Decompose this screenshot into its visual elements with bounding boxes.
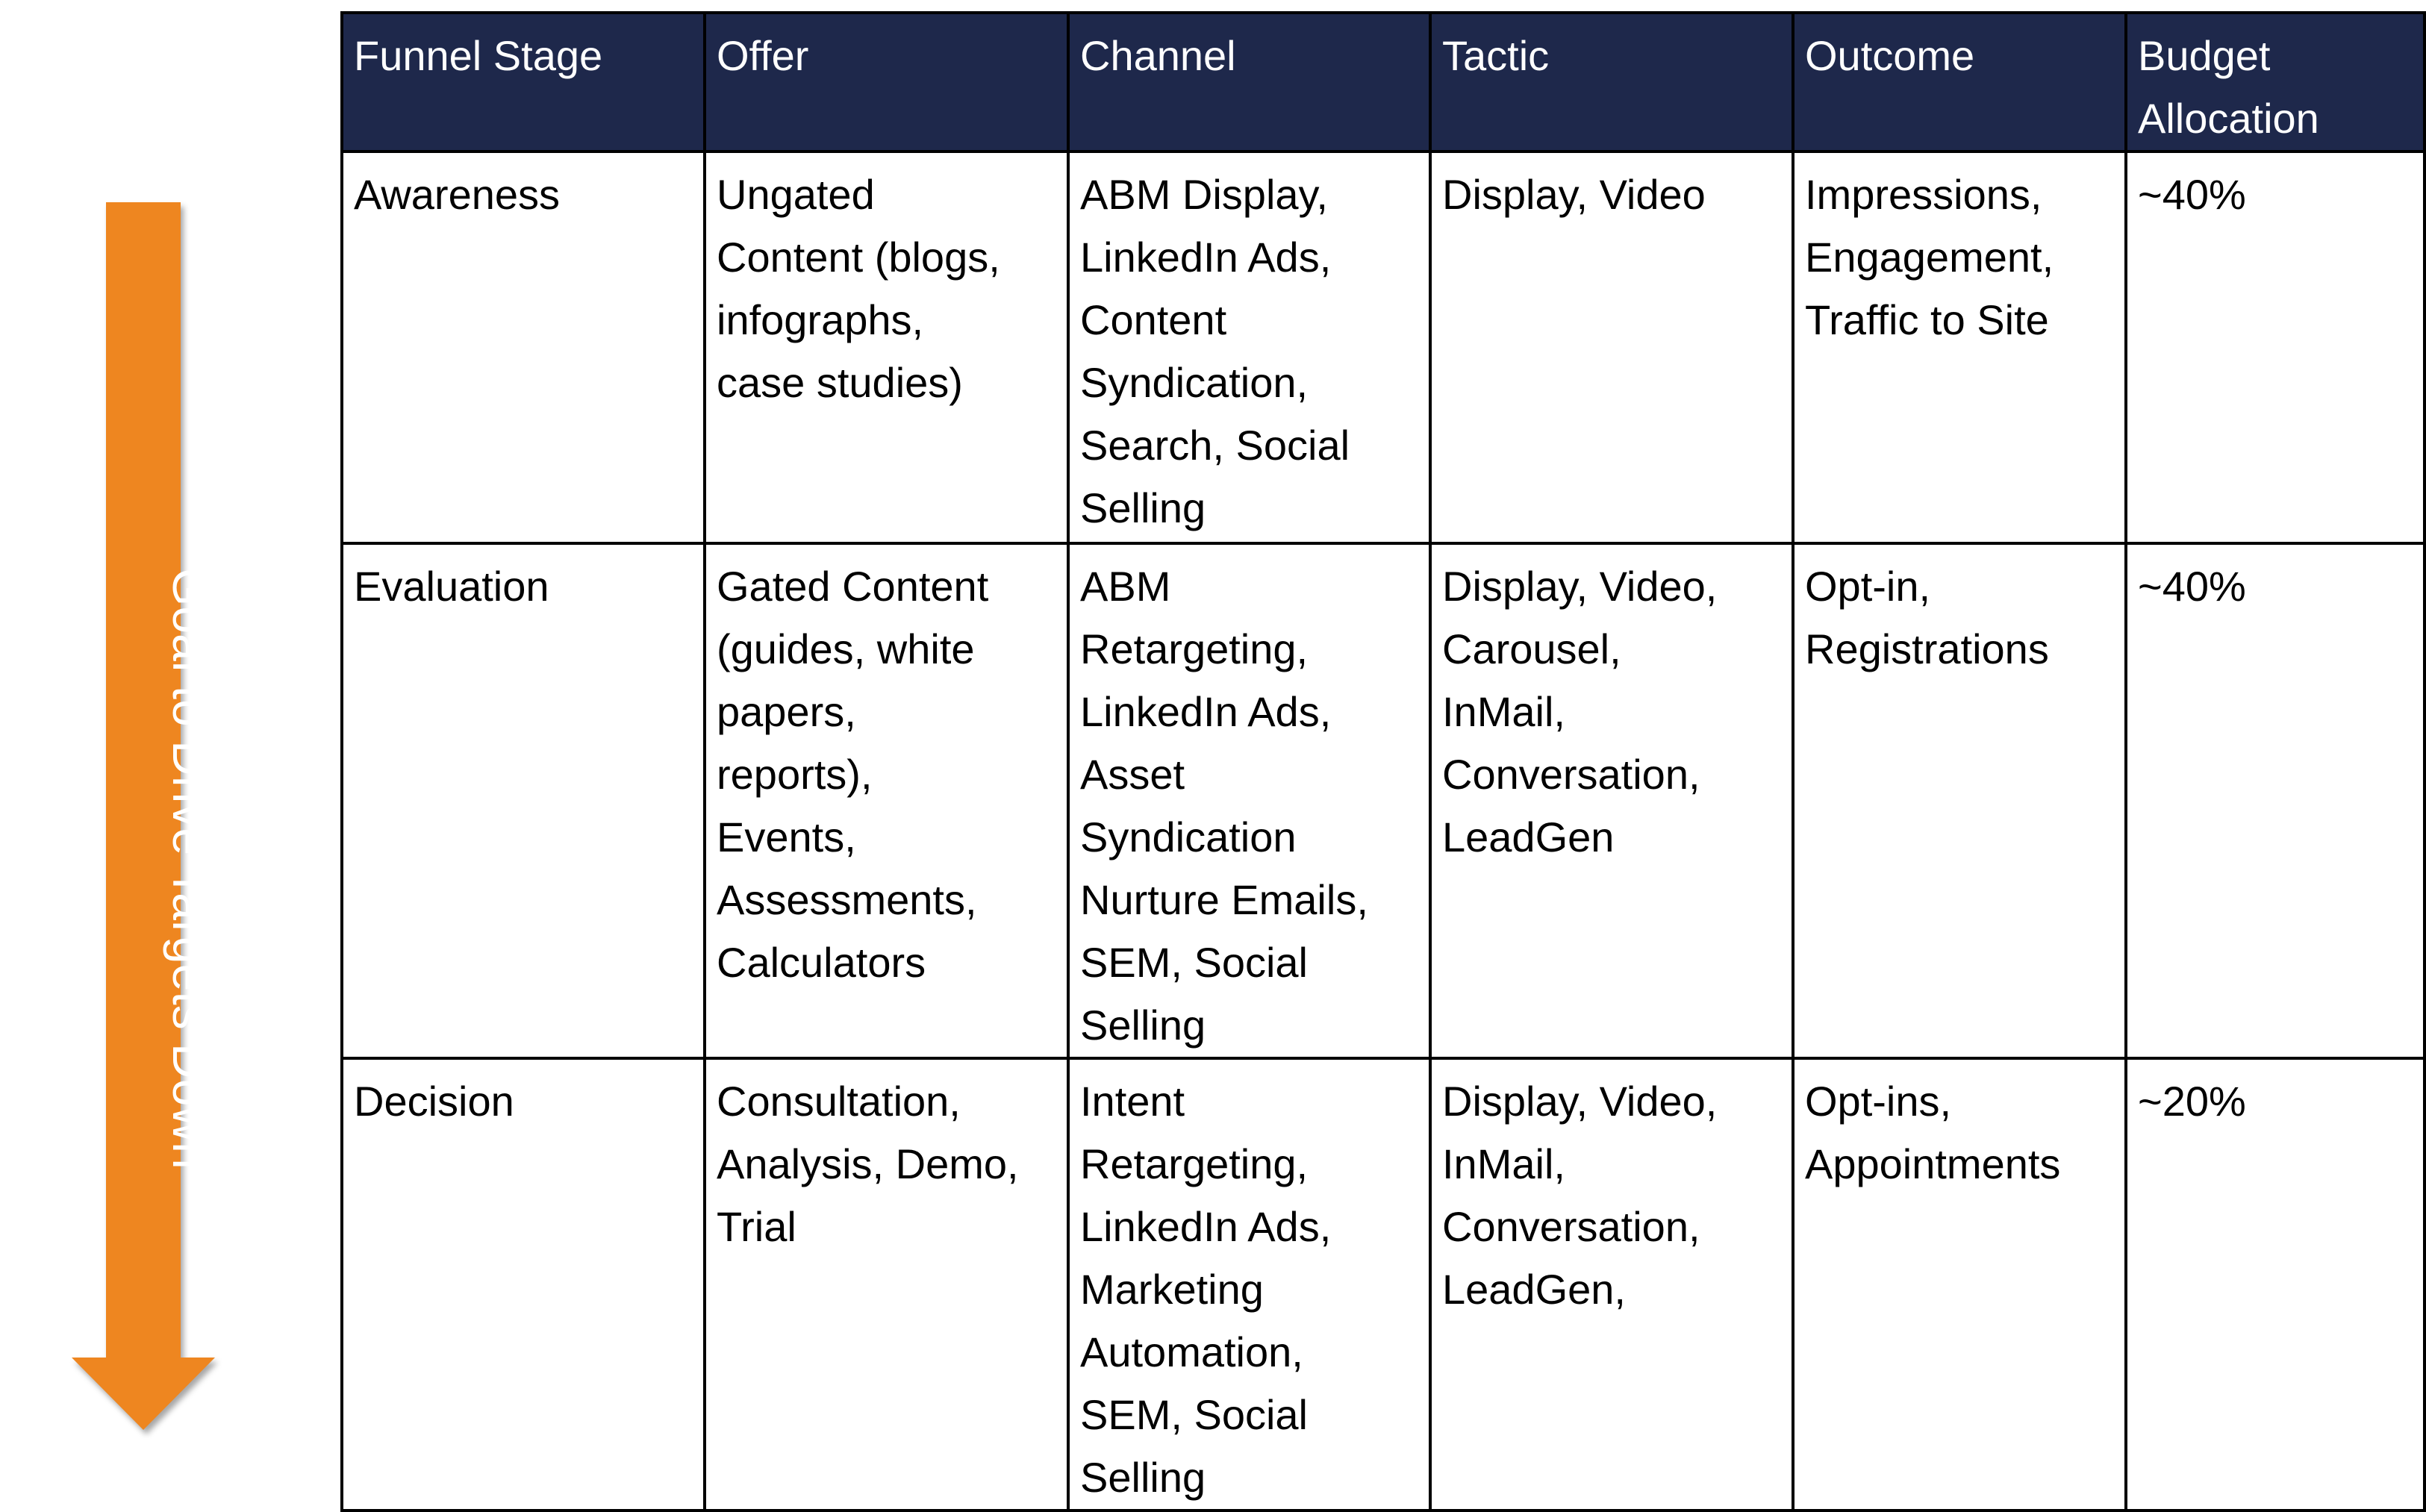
cell-text-line: Display, Video, [1442,1078,1718,1125]
cell-text-line: Tactic [1442,32,1550,79]
cell-text-line: Evaluation [354,563,549,610]
arrow-down-icon [72,202,215,1430]
cell-text-line: Trial [717,1203,796,1250]
cell-budget-allocation: ~40% [2124,150,2426,545]
cell-outcome: Opt-ins, Appointments [1792,1057,2127,1512]
cell-text-line: Search, Social [1080,422,1350,469]
cell-text-line: Content [1080,296,1227,343]
cell-text-line: Allocation [2138,95,2319,142]
cell-text-line: Consultation, [717,1078,961,1125]
cell-text-line: Display, Video [1442,171,1706,218]
header-funnel-stage: Funnel Stage [340,11,706,153]
cell-offer: Consultation, Analysis, Demo, Trial [703,1057,1070,1512]
cell-channel: ABM Retargeting, LinkedIn Ads, Asset Syndica… [1067,542,1432,1060]
cell-text-line: Marketing [1080,1266,1264,1313]
cell-text-line: Selling [1080,1002,1206,1049]
cell-offer: Ungated Content (blogs, infographs, case st… [703,150,1070,545]
cell-tactic: Display, Video, InMail, Conversation, LeadG… [1429,1057,1794,1512]
cell-text-line: Events, [717,813,856,860]
table-row: Evaluation Gated Content (guides, white pap… [340,542,2426,1060]
cell-text-line: Ungated [717,171,875,218]
cell-text-line: Retargeting, [1080,625,1309,672]
cell-outcome: Opt-in, Registrations [1792,542,2127,1060]
cell-funnel-stage: Evaluation [340,542,706,1060]
cell-outcome: Impressions, Engagement, Traffic to Site [1792,150,2127,545]
cell-channel: Intent Retargeting, LinkedIn Ads, Marketing… [1067,1057,1432,1512]
cell-tactic: Display, Video, Carousel, InMail, Conversat… [1429,542,1794,1060]
cell-text-line: Opt-ins, [1805,1078,1952,1125]
cell-text-line: Calculators [717,939,926,986]
cell-text-line: Traffic to Site [1805,296,2049,343]
cell-text-line: InMail, [1442,1140,1565,1187]
cell-text-line: reports), [717,751,873,798]
cell-text-line: Funnel Stage [354,32,603,79]
cell-text-line: Registrations [1805,625,2049,672]
cell-text-line: Analysis, Demo, [717,1140,1019,1187]
cell-text-line: Awareness [354,171,561,218]
cell-text-line: Appointments [1805,1140,2061,1187]
cell-text-line: Budget [2138,32,2271,79]
cell-funnel-stage: Awareness [340,150,706,545]
cell-text-line: InMail, [1442,688,1565,735]
cell-text-line: LeadGen, [1442,1266,1626,1313]
cell-text-line: Selling [1080,484,1206,531]
cell-text-line: case studies) [717,359,963,406]
header-tactic: Tactic [1429,11,1794,153]
cell-text-line: ~20% [2138,1078,2246,1125]
cell-text-line: Carousel, [1442,625,1621,672]
header-budget-allocation: Budget Allocation [2124,11,2426,153]
cell-text-line: Assessments, [717,876,977,923]
table-row: Awareness Ungated Content (blogs, infograph… [340,150,2426,545]
cell-text-line: Display, Video, [1442,563,1718,610]
cell-budget-allocation: ~20% [2124,1057,2426,1512]
cell-text-line: Outcome [1805,32,1975,79]
cell-text-line: Automation, [1080,1328,1303,1375]
cell-text-line: papers, [717,688,856,735]
cell-text-line: Selling [1080,1454,1206,1501]
cell-budget-allocation: ~40% [2124,542,2426,1060]
cell-text-line: (guides, white [717,625,975,672]
cell-text-line: Syndication [1080,813,1297,860]
cell-text-line: Intent [1080,1078,1185,1125]
cell-text-line: ~40% [2138,171,2246,218]
header-offer: Offer [703,11,1070,153]
cell-text-line: LinkedIn Ads, [1080,1203,1332,1250]
cell-text-line: Nurture Emails, [1080,876,1368,923]
cell-text-line: LinkedIn Ads, [1080,688,1332,735]
header-outcome: Outcome [1792,11,2127,153]
arrow-label: Goal to Drive Targets Down [163,568,218,1169]
cell-text-line: ~40% [2138,563,2246,610]
cell-text-line: Opt-in, [1805,563,1931,610]
cell-text-line: LeadGen [1442,813,1615,860]
header-channel: Channel [1067,11,1432,153]
down-arrow: Goal to Drive Targets Down [72,202,218,1430]
cell-text-line: ABM [1080,563,1171,610]
cell-text-line: Conversation, [1442,751,1700,798]
cell-text-line: Syndication, [1080,359,1309,406]
cell-channel: ABM Display, LinkedIn Ads, Content Syndicat… [1067,150,1432,545]
cell-text-line: Engagement, [1805,234,2054,281]
cell-text-line: Retargeting, [1080,1140,1309,1187]
cell-text-line: SEM, Social [1080,939,1308,986]
cell-text-line: Asset [1080,751,1185,798]
cell-text-line: LinkedIn Ads, [1080,234,1332,281]
cell-text-line: Content (blogs, [717,234,1000,281]
cell-text-line: Gated Content [717,563,989,610]
header-row: Funnel Stage Offer Channel Tactic Outcome Bud… [340,11,2426,153]
cell-text-line: Channel [1080,32,1236,79]
cell-text-line: ABM Display, [1080,171,1328,218]
cell-text-line: infographs, [717,296,924,343]
cell-offer: Gated Content (guides, white papers, report… [703,542,1070,1060]
cell-tactic: Display, Video [1429,150,1794,545]
funnel-table: Funnel Stage Offer Channel Tactic Outcome Bud… [340,11,2426,1512]
table-row: Decision Consultation, Analysis, Demo, Tria… [340,1057,2426,1512]
cell-funnel-stage: Decision [340,1057,706,1512]
cell-text-line: Conversation, [1442,1203,1700,1250]
cell-text-line: Offer [717,32,809,79]
cell-text-line: SEM, Social [1080,1391,1308,1438]
cell-text-line: Impressions, [1805,171,2042,218]
cell-text-line: Decision [354,1078,514,1125]
